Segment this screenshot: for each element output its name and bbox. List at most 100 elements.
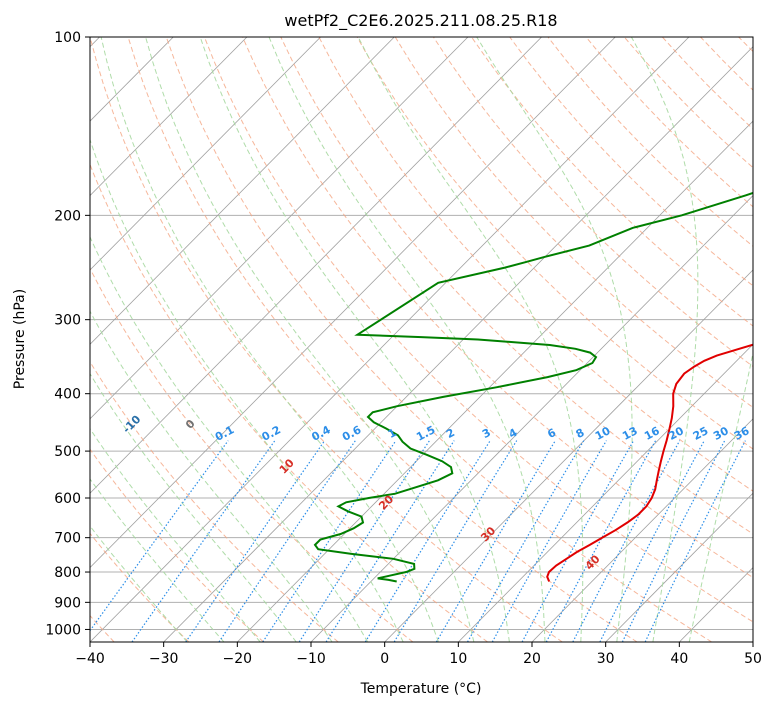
isotherm-line — [679, 567, 753, 642]
dry-adiabat-label: 40 — [583, 552, 603, 572]
dry-adiabat-label: -10 — [120, 412, 143, 435]
mixing-ratio-label: 10 — [593, 424, 613, 443]
axes: −40 −30 −20 −10 0 10 20 30 40 5010020030040050060… — [45, 30, 762, 667]
mixing-ratio-line — [435, 440, 556, 642]
y-tick-label: 300 — [54, 313, 81, 329]
x-tick-label: 40 — [670, 651, 688, 667]
line-labels: 0.10.20.40.611.52346810131620253036-100-… — [120, 412, 752, 572]
mixing-ratio-label: 13 — [620, 424, 640, 443]
moist-adiabat-line — [100, 37, 439, 642]
mixing-ratio-label: 6 — [545, 426, 558, 441]
y-tick-label: 400 — [54, 387, 81, 403]
x-axis-label: Temperature (°C) — [360, 681, 482, 697]
isotherm-line — [90, 37, 248, 197]
dry-adiabat-line — [165, 37, 712, 642]
dry-adiabat-line — [432, 37, 753, 368]
dry-adiabat-line — [90, 532, 190, 642]
dewpoint-profile-line — [313, 191, 753, 583]
mixing-ratio-label: 0.4 — [309, 423, 333, 444]
background-grid — [90, 37, 753, 642]
mixing-ratio-label: 0.1 — [213, 423, 236, 444]
dry-adiabat-line — [280, 37, 753, 535]
mixing-ratio-label: 20 — [666, 424, 686, 443]
mixing-ratio-line — [466, 440, 585, 642]
mixing-ratio-line — [218, 440, 356, 642]
x-tick-label: −20 — [223, 651, 253, 667]
dry-adiabat-line — [90, 163, 488, 642]
sounding-profiles — [313, 191, 753, 583]
dry-adiabat-line — [623, 37, 753, 169]
mixing-ratio-line — [262, 440, 397, 642]
moist-adiabat-line — [90, 525, 188, 642]
dry-adiabat-line — [318, 37, 753, 492]
isotherm-line — [384, 269, 753, 642]
dry-adiabat-line — [700, 37, 753, 91]
moist-adiabat-line — [90, 235, 369, 642]
y-tick-label: 500 — [54, 444, 81, 460]
moist-adiabat-line — [90, 138, 404, 642]
dry-adiabat-line — [356, 37, 753, 450]
mixing-ratio-label: 0.6 — [340, 423, 364, 444]
dry-adiabat-line — [547, 37, 753, 247]
x-tick-label: 20 — [523, 651, 541, 667]
y-tick-label: 1000 — [45, 622, 81, 638]
chart-title: wetPf2_C2E6.2025.211.08.25.R18 — [284, 11, 557, 31]
x-tick-label: −10 — [296, 651, 326, 667]
mixing-ratio-line — [298, 440, 431, 642]
x-tick-label: 0 — [380, 651, 389, 667]
temperature-profile-line — [546, 343, 753, 582]
isotherm-line — [752, 641, 753, 642]
dry-adiabat-line — [661, 37, 753, 130]
y-tick-label: 600 — [54, 491, 81, 507]
x-tick-label: 10 — [449, 651, 467, 667]
moist-adiabat-line — [90, 310, 333, 642]
isotherm-line — [458, 343, 753, 642]
mixing-ratio-line — [572, 440, 681, 642]
y-tick-label: 200 — [54, 208, 81, 224]
mixing-ratio-label: 16 — [642, 424, 662, 443]
dry-adiabat-line — [738, 37, 753, 53]
x-tick-label: 50 — [744, 651, 762, 667]
dry-adiabat-line — [203, 37, 753, 623]
mixing-ratio-label: 0.2 — [260, 423, 283, 444]
moist-adiabat-line — [268, 37, 546, 642]
mixing-ratio-label: 1.5 — [414, 423, 437, 444]
dry-adiabat-label: 0 — [183, 417, 198, 432]
x-tick-label: −30 — [149, 651, 179, 667]
y-axis-label: Pressure (hPa) — [12, 289, 28, 389]
x-tick-label: −40 — [75, 651, 105, 667]
isotherm-line — [605, 492, 753, 642]
moist-adiabat-line — [145, 37, 475, 642]
moist-adiabat-line — [688, 350, 753, 642]
mixing-ratio-label: 8 — [574, 426, 587, 441]
dry-adiabat-line — [509, 37, 753, 287]
moist-adiabat-line — [357, 37, 584, 642]
mixing-ratio-label: 36 — [732, 424, 752, 443]
mixing-ratio-line — [393, 440, 518, 642]
moist-adiabat-line — [630, 37, 699, 642]
mixing-ratio-label: 2 — [444, 426, 457, 441]
isotherm-line — [90, 37, 395, 345]
x-tick-label: 30 — [597, 651, 615, 667]
y-tick-label: 700 — [54, 531, 81, 547]
mixing-ratio-line — [491, 440, 607, 642]
isotherm-line — [90, 37, 321, 271]
moist-adiabat-line — [90, 372, 297, 642]
y-tick-label: 100 — [54, 30, 81, 46]
isotherm-line — [310, 194, 753, 642]
isotherm-line — [90, 37, 542, 494]
dry-adiabat-line — [471, 37, 753, 327]
y-tick-label: 900 — [54, 595, 81, 611]
moist-adiabat-line — [90, 478, 225, 642]
dry-adiabat-line — [90, 267, 414, 642]
mixing-ratio-line — [599, 440, 705, 642]
mixing-ratio-line — [131, 440, 276, 642]
dry-adiabat-line — [90, 448, 264, 642]
isotherm-line — [90, 37, 616, 569]
mixing-ratio-line — [644, 440, 746, 642]
mixing-ratio-label: 25 — [691, 424, 711, 443]
moist-adiabat-line — [199, 37, 510, 642]
isotherm-line — [90, 37, 469, 420]
moist-adiabat-line — [476, 37, 633, 642]
